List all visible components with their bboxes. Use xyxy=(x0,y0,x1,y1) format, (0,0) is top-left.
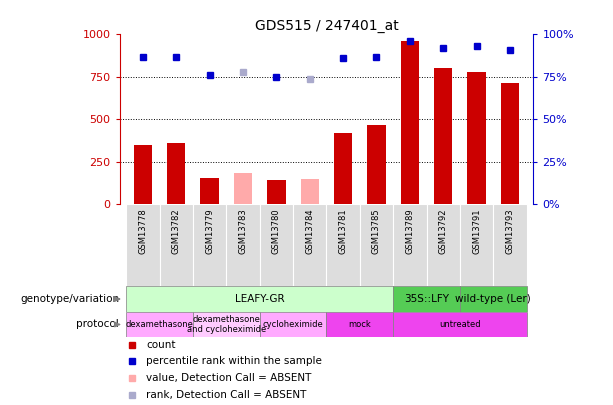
Text: GSM13779: GSM13779 xyxy=(205,209,214,254)
Text: protocol: protocol xyxy=(77,320,119,330)
Text: value, Detection Call = ABSENT: value, Detection Call = ABSENT xyxy=(147,373,312,383)
Text: cycloheximide: cycloheximide xyxy=(263,320,324,329)
Bar xyxy=(126,286,393,312)
Text: GSM13793: GSM13793 xyxy=(506,209,514,254)
Bar xyxy=(167,143,186,205)
Text: count: count xyxy=(147,340,176,350)
Bar xyxy=(493,205,527,286)
Bar xyxy=(193,312,260,337)
Text: 35S::LFY: 35S::LFY xyxy=(404,294,449,304)
Bar xyxy=(134,145,152,205)
Text: GSM13782: GSM13782 xyxy=(172,209,181,254)
Bar xyxy=(193,205,226,286)
Text: GSM13792: GSM13792 xyxy=(439,209,447,254)
Text: LEAFY-GR: LEAFY-GR xyxy=(235,294,284,304)
Bar xyxy=(293,205,327,286)
Text: GSM13778: GSM13778 xyxy=(139,209,147,254)
Text: GSM13785: GSM13785 xyxy=(372,209,381,254)
Bar xyxy=(234,173,252,205)
Text: rank, Detection Call = ABSENT: rank, Detection Call = ABSENT xyxy=(147,390,306,400)
Text: percentile rank within the sample: percentile rank within the sample xyxy=(147,356,322,367)
Bar xyxy=(300,179,319,205)
Text: mock: mock xyxy=(348,320,371,329)
Bar xyxy=(334,133,352,205)
Bar xyxy=(427,205,460,286)
Text: dexamethasone: dexamethasone xyxy=(126,320,194,329)
Bar xyxy=(393,286,460,312)
Text: GSM13791: GSM13791 xyxy=(472,209,481,254)
Bar xyxy=(200,178,219,205)
Text: GSM13781: GSM13781 xyxy=(338,209,348,254)
Text: GSM13783: GSM13783 xyxy=(238,209,248,254)
Text: genotype/variation: genotype/variation xyxy=(20,294,119,304)
Text: wild-type (Ler): wild-type (Ler) xyxy=(455,294,531,304)
Bar xyxy=(126,205,159,286)
Bar xyxy=(460,286,527,312)
Text: untreated: untreated xyxy=(439,320,481,329)
Bar xyxy=(260,312,327,337)
Bar xyxy=(126,312,193,337)
Text: GSM13780: GSM13780 xyxy=(272,209,281,254)
Bar xyxy=(401,41,419,205)
Bar xyxy=(393,312,527,337)
Bar xyxy=(226,205,260,286)
Bar xyxy=(501,83,519,205)
Text: GSM13789: GSM13789 xyxy=(405,209,414,254)
Title: GDS515 / 247401_at: GDS515 / 247401_at xyxy=(254,19,398,33)
Bar xyxy=(467,72,485,205)
Bar xyxy=(327,312,393,337)
Bar xyxy=(393,205,427,286)
Bar xyxy=(367,125,386,205)
Bar xyxy=(159,205,193,286)
Bar xyxy=(267,180,286,205)
Text: GSM13784: GSM13784 xyxy=(305,209,314,254)
Bar xyxy=(434,68,452,205)
Bar xyxy=(327,205,360,286)
Bar xyxy=(360,205,393,286)
Bar xyxy=(260,205,293,286)
Bar xyxy=(460,205,493,286)
Text: dexamethasone
and cycloheximide: dexamethasone and cycloheximide xyxy=(187,315,266,334)
